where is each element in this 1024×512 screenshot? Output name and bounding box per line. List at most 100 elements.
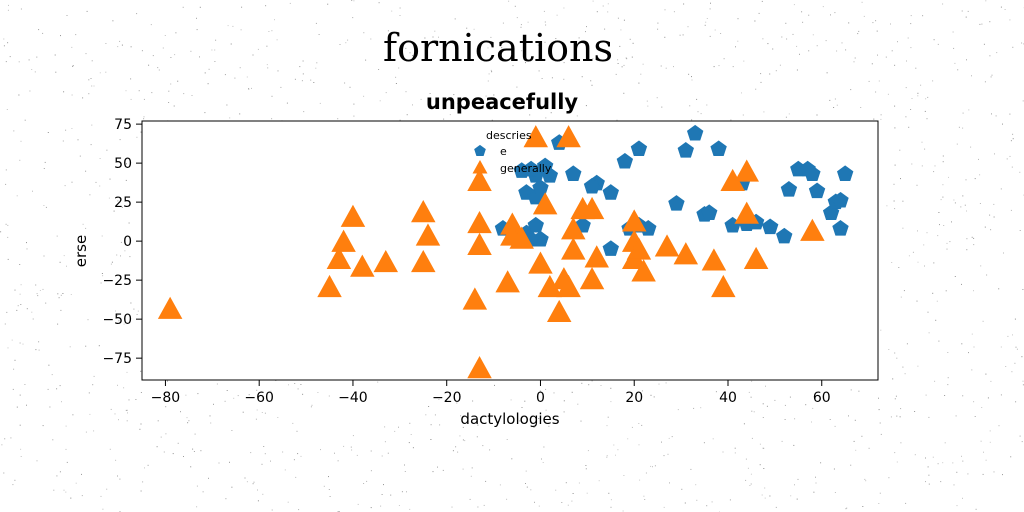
noise-dot [704, 24, 706, 26]
noise-dot [690, 468, 692, 470]
noise-dot [794, 484, 795, 486]
noise-dot [894, 127, 896, 129]
noise-dot [13, 130, 15, 132]
noise-dot [775, 506, 777, 508]
noise-dot [384, 426, 386, 428]
noise-dot [412, 104, 413, 106]
noise-dot [438, 36, 439, 38]
noise-dot [196, 485, 198, 487]
noise-dot [673, 66, 674, 68]
noise-dot [432, 471, 434, 473]
noise-dot [28, 59, 30, 61]
noise-dot [36, 293, 38, 295]
noise-dot [148, 64, 150, 66]
noise-dot [896, 415, 898, 417]
noise-dot [186, 417, 188, 419]
noise-dot [947, 352, 949, 353]
noise-dot [974, 416, 976, 417]
noise-dot [194, 433, 196, 435]
noise-dot [654, 465, 656, 467]
noise-dot [110, 263, 112, 265]
scatter-triangle [734, 159, 759, 182]
noise-dot [880, 329, 882, 331]
legend-entry-generally: generally [500, 162, 552, 175]
noise-dot [77, 262, 79, 264]
noise-dot [363, 95, 365, 97]
noise-dot [938, 212, 940, 213]
noise-dot [759, 464, 761, 466]
noise-dot [4, 323, 6, 325]
noise-dot [917, 95, 919, 97]
noise-dot [108, 197, 110, 199]
noise-dot [282, 451, 284, 453]
noise-dot [462, 468, 464, 470]
noise-dot [126, 371, 128, 373]
noise-dot [938, 340, 940, 342]
noise-dot [297, 388, 299, 390]
noise-dot [879, 492, 881, 494]
noise-dot [506, 498, 508, 500]
noise-dot [409, 508, 411, 510]
noise-dot [110, 408, 112, 410]
noise-dot [56, 235, 58, 237]
scatter-pentagon [630, 140, 648, 157]
noise-dot [72, 66, 74, 67]
noise-dot [529, 114, 531, 116]
noise-dot [946, 248, 948, 250]
noise-dot [38, 29, 40, 31]
noise-dot [406, 114, 408, 116]
noise-dot [45, 206, 47, 208]
noise-dot [978, 158, 979, 160]
noise-dot [310, 406, 312, 408]
noise-dot [925, 481, 926, 483]
noise-dot [85, 345, 87, 347]
noise-dot [893, 200, 895, 202]
noise-dot [850, 464, 852, 466]
noise-dot [213, 403, 214, 405]
scatter-triangle [415, 223, 441, 246]
noise-dot [632, 42, 634, 44]
noise-dot [894, 352, 896, 354]
noise-dot [485, 480, 487, 482]
noise-dot [352, 17, 354, 19]
noise-dot [629, 38, 631, 40]
noise-dot [125, 179, 127, 181]
noise-dot [984, 226, 986, 228]
scatter-triangle [350, 254, 375, 277]
noise-dot [158, 69, 160, 71]
noise-dot [873, 118, 875, 120]
noise-dot [482, 445, 484, 447]
noise-dot [764, 497, 766, 499]
noise-dot [902, 227, 904, 229]
noise-dot [126, 409, 128, 411]
noise-dot [173, 105, 175, 107]
noise-dot [631, 56, 633, 58]
noise-dot [143, 98, 145, 100]
noise-dot [385, 92, 387, 94]
noise-dot [527, 21, 529, 23]
noise-dot [815, 476, 816, 478]
y-tick-label: −75 [102, 351, 132, 367]
noise-dot [1019, 435, 1021, 437]
noise-dot [890, 23, 891, 25]
noise-dot [1021, 356, 1023, 358]
noise-dot [541, 78, 543, 79]
noise-dot [460, 415, 462, 417]
noise-dot [56, 475, 58, 477]
noise-dot [762, 447, 764, 449]
noise-dot [204, 112, 206, 114]
scatter-triangle [157, 296, 183, 319]
noise-dot [621, 66, 623, 68]
noise-dot [137, 310, 139, 312]
noise-dot [808, 50, 810, 52]
noise-dot [673, 11, 675, 13]
noise-dot [38, 341, 40, 343]
noise-dot [136, 314, 138, 315]
noise-dot [24, 119, 26, 121]
noise-dot [109, 448, 111, 450]
noise-dot [93, 85, 95, 87]
scatter-triangle [711, 274, 736, 298]
noise-dot [514, 5, 516, 7]
noise-dot [7, 258, 9, 260]
